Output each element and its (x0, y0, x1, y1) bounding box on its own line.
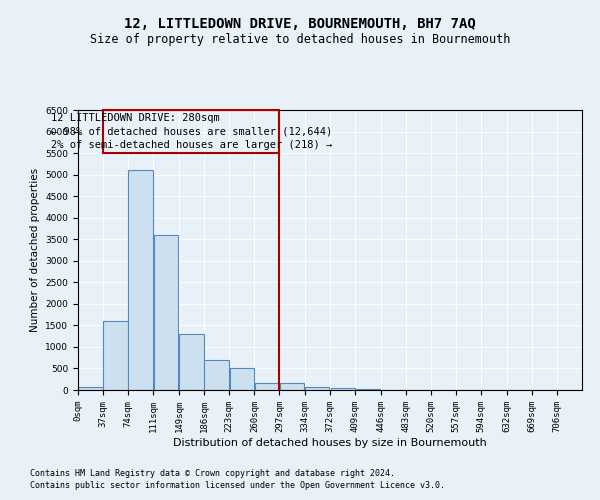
Bar (103, 110, 280, 153)
X-axis label: Distribution of detached houses by size in Bournemouth: Distribution of detached houses by size … (173, 438, 487, 448)
Bar (78, 388, 103, 390)
Text: Contains public sector information licensed under the Open Government Licence v3: Contains public sector information licen… (30, 481, 445, 490)
Bar (230, 368, 254, 390)
Text: 12 LITTLEDOWN DRIVE: 280sqm
← 98% of detached houses are smaller (12,644)
2% of : 12 LITTLEDOWN DRIVE: 280sqm ← 98% of det… (50, 114, 332, 150)
Text: Size of property relative to detached houses in Bournemouth: Size of property relative to detached ho… (90, 32, 510, 46)
Bar (128, 170, 153, 390)
Bar (205, 360, 229, 390)
Bar (103, 321, 128, 390)
Text: Contains HM Land Registry data © Crown copyright and database right 2024.: Contains HM Land Registry data © Crown c… (30, 468, 395, 477)
Bar (356, 388, 380, 390)
Bar (305, 386, 329, 390)
Bar (254, 383, 279, 390)
Bar (331, 388, 355, 390)
Bar (154, 235, 178, 390)
Text: 12, LITTLEDOWN DRIVE, BOURNEMOUTH, BH7 7AQ: 12, LITTLEDOWN DRIVE, BOURNEMOUTH, BH7 7… (124, 18, 476, 32)
Bar (280, 384, 304, 390)
Bar (179, 334, 204, 390)
Y-axis label: Number of detached properties: Number of detached properties (30, 168, 40, 332)
